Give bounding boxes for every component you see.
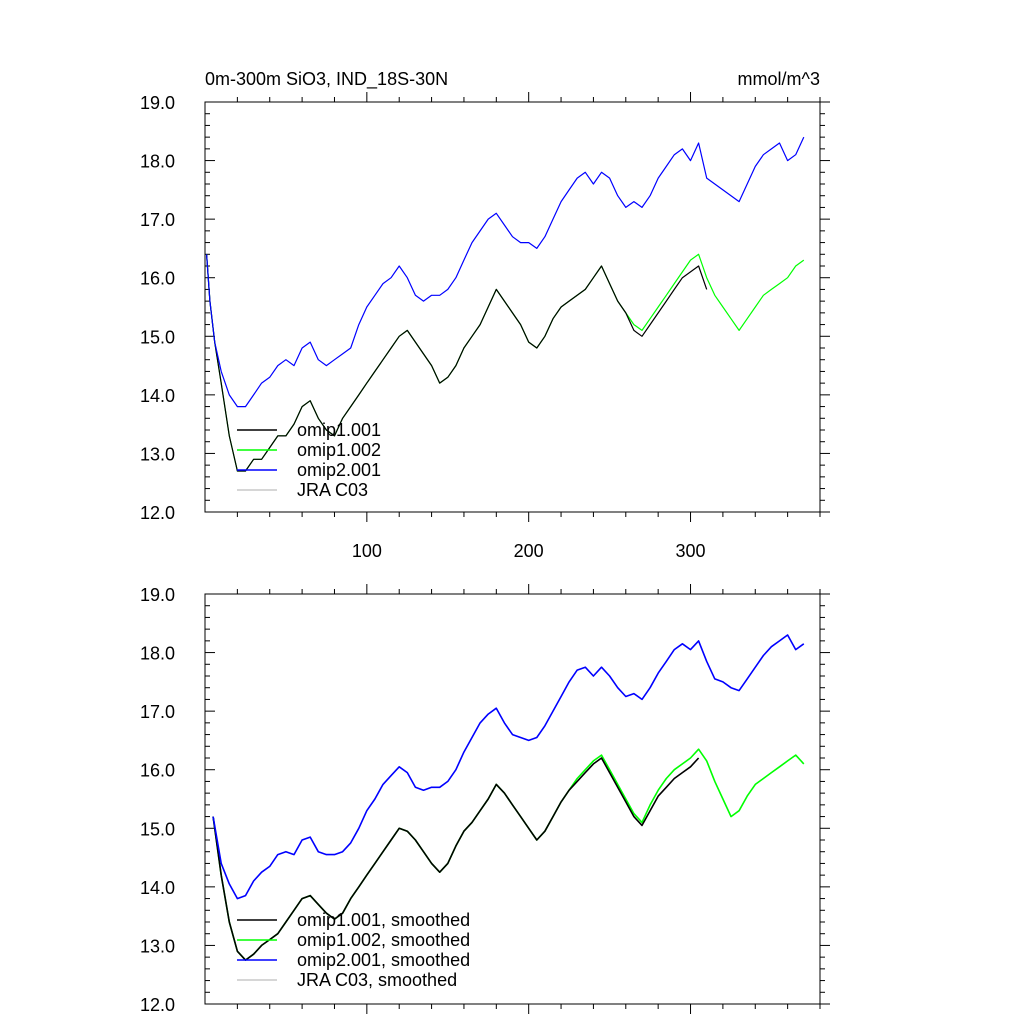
y-tick-label: 15.0 <box>140 819 175 839</box>
legend-label: omip1.001 <box>297 420 381 440</box>
y-tick-label: 17.0 <box>140 702 175 722</box>
y-tick-label: 15.0 <box>140 327 175 347</box>
y-tick-label: 19.0 <box>140 93 175 113</box>
legend-label: omip1.001, smoothed <box>297 910 470 930</box>
legend-label: JRA C03 <box>297 480 368 500</box>
y-tick-label: 12.0 <box>140 503 175 523</box>
y-tick-label: 14.0 <box>140 386 175 406</box>
y-tick-label: 18.0 <box>140 644 175 664</box>
units-label: mmol/m^3 <box>738 69 820 89</box>
plot-frame <box>204 101 821 513</box>
y-tick-label: 19.0 <box>140 585 175 605</box>
plot-lines <box>212 634 805 961</box>
x-tick-label: 300 <box>676 541 706 561</box>
legend-label: omip2.001 <box>297 460 381 480</box>
y-tick-label: 13.0 <box>140 936 175 956</box>
series-line-0 <box>206 254 708 472</box>
series-line-2 <box>212 634 805 900</box>
legend-label: omip1.002, smoothed <box>297 930 470 950</box>
legend-label: JRA C03, smoothed <box>297 970 457 990</box>
legend-label: omip2.001, smoothed <box>297 950 470 970</box>
axis-ticks: 12.0 13.0 14.0 15.0 16.0 17.0 18.0 19.0 <box>140 584 830 1015</box>
y-tick-label: 16.0 <box>140 269 175 289</box>
panel-top: 0m-300m SiO3, IND_18S-30N mmol/m^3 12.01… <box>140 69 830 561</box>
y-tick-label: 16.0 <box>140 761 175 781</box>
plot-lines <box>206 136 805 472</box>
legend-label: omip1.002 <box>297 440 381 460</box>
y-tick-label: 12.0 <box>140 995 175 1015</box>
y-tick-label: 17.0 <box>140 210 175 230</box>
y-tick-label: 14.0 <box>140 878 175 898</box>
x-tick-label: 100 <box>352 541 382 561</box>
series-line-0 <box>212 757 700 961</box>
axis-ticks: 12.0 13.0 14.0 15.0 16.0 17.0 18.0 19.0 100 200 30… <box>140 92 830 561</box>
chart-title: 0m-300m SiO3, IND_18S-30N <box>205 69 448 90</box>
panel-bottom: 12.0 13.0 14.0 15.0 16.0 17.0 18.0 19.0 omip1.0… <box>140 584 830 1015</box>
y-tick-label: 13.0 <box>140 444 175 464</box>
series-line-2 <box>206 136 805 408</box>
y-tick-label: 18.0 <box>140 152 175 172</box>
x-tick-label: 200 <box>514 541 544 561</box>
plot-frame <box>204 593 821 1005</box>
